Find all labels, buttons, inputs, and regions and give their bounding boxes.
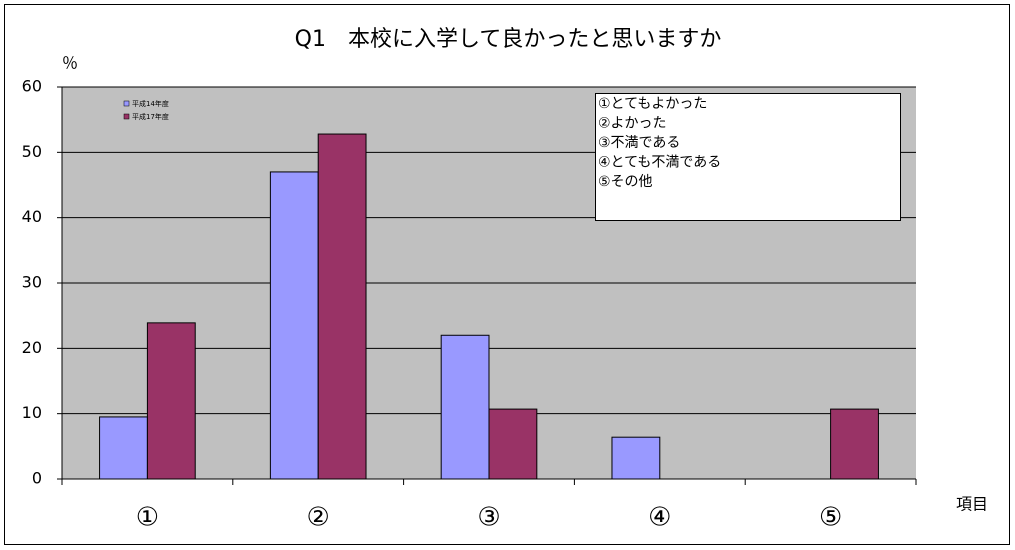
legend-swatch (123, 100, 130, 107)
bar (146, 322, 196, 480)
y-tick-label: 30 (22, 273, 42, 292)
annotation-line: ②よかった (598, 116, 667, 132)
y-tick-label: 0 (32, 469, 42, 488)
y-tick-label: 60 (22, 77, 42, 96)
legend-label: 平成14年度 (132, 99, 169, 108)
bar (99, 416, 148, 480)
x-tick-label: ⑤ (819, 503, 842, 533)
bar (317, 133, 367, 480)
annotation-line: ⑤その他 (598, 174, 653, 190)
legend-swatch (123, 113, 130, 120)
x-tick-label: ③ (477, 503, 500, 533)
annotation-line: ④とても不満である (598, 155, 721, 171)
chart-title: Q1 本校に入学して良かったと思いますか (295, 27, 722, 52)
annotation-line: ①とてもよかった (598, 96, 707, 112)
y-tick-label: 40 (22, 207, 42, 226)
x-axis-label: 項目 (956, 495, 988, 514)
bar (269, 171, 319, 480)
bar (830, 408, 879, 480)
y-axis-label: ％ (62, 54, 78, 73)
x-tick-label: ② (307, 503, 330, 533)
bar (611, 436, 661, 480)
bar (440, 334, 490, 480)
y-tick-label: 20 (22, 338, 42, 357)
y-tick-label: 50 (22, 142, 42, 161)
legend-label: 平成17年度 (132, 112, 169, 121)
annotation-box (595, 93, 901, 221)
x-tick-label: ① (136, 503, 159, 533)
annotation-line: ③不満である (598, 135, 680, 151)
bar (488, 408, 538, 480)
y-tick-label: 10 (22, 403, 42, 422)
x-tick-label: ④ (648, 503, 671, 533)
